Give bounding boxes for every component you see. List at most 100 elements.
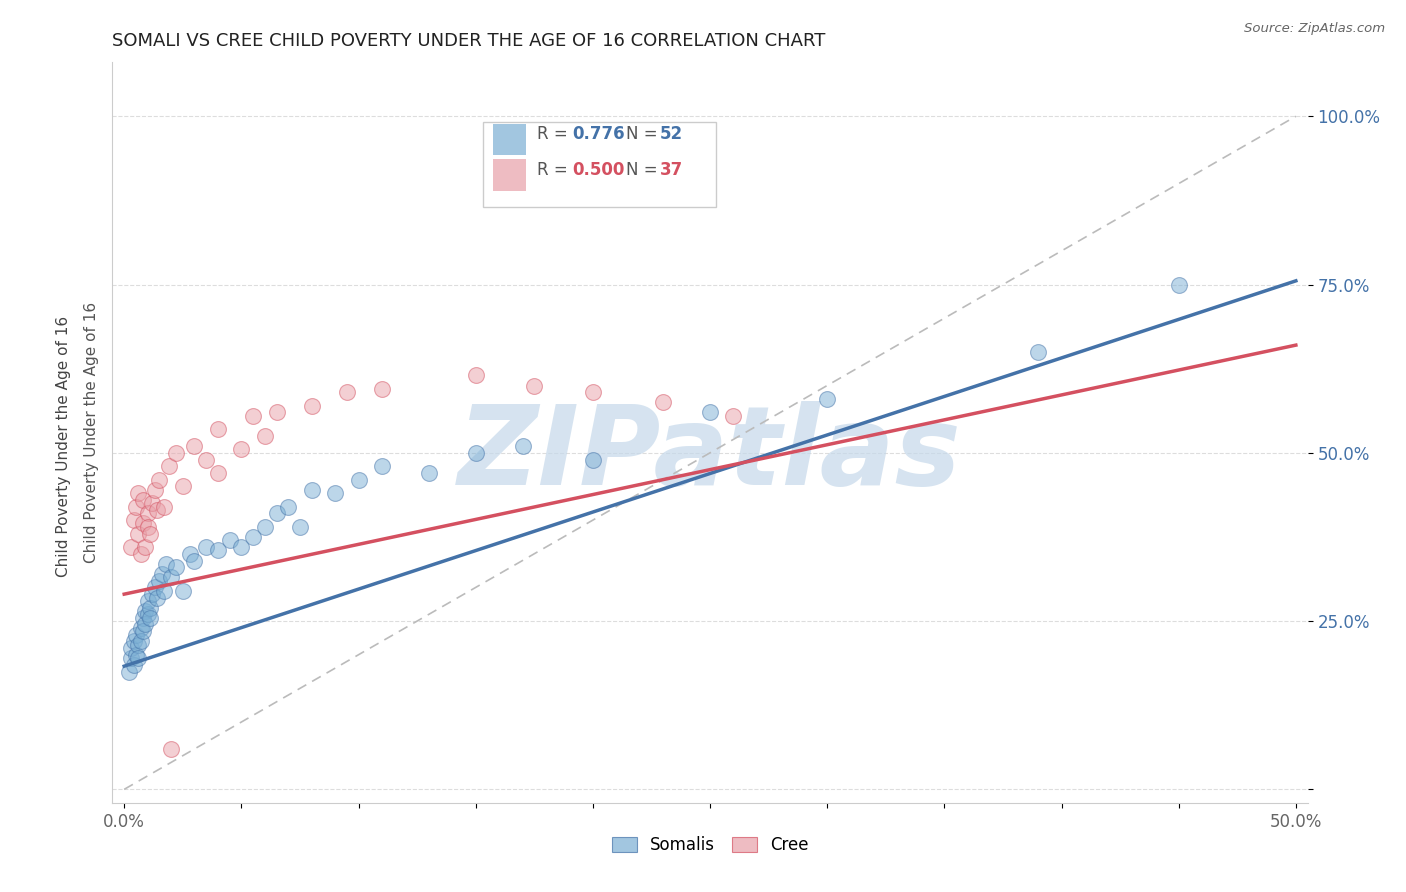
Point — [582, 385, 605, 400]
Point — [165, 560, 187, 574]
Point — [148, 473, 170, 487]
Point — [134, 540, 156, 554]
Point — [418, 466, 440, 480]
Point — [277, 500, 299, 514]
Point — [143, 581, 166, 595]
Point — [266, 507, 288, 521]
Point — [136, 607, 159, 622]
Point — [141, 587, 163, 601]
Point — [371, 459, 394, 474]
FancyBboxPatch shape — [492, 160, 526, 191]
Point — [371, 382, 394, 396]
FancyBboxPatch shape — [492, 124, 526, 155]
Point — [127, 638, 149, 652]
Point — [136, 594, 159, 608]
Point — [183, 553, 205, 567]
Point — [134, 617, 156, 632]
Text: N =: N = — [627, 161, 664, 178]
Point — [155, 557, 177, 571]
Point — [127, 486, 149, 500]
Point — [118, 665, 141, 679]
Point — [160, 570, 183, 584]
Point — [195, 540, 218, 554]
Text: Source: ZipAtlas.com: Source: ZipAtlas.com — [1244, 22, 1385, 36]
Point — [253, 520, 276, 534]
Point — [464, 446, 486, 460]
Point — [347, 473, 370, 487]
Point — [195, 452, 218, 467]
Text: 37: 37 — [659, 161, 683, 178]
Point — [179, 547, 201, 561]
Point — [207, 466, 229, 480]
Point — [136, 520, 159, 534]
Text: 52: 52 — [659, 125, 683, 144]
Point — [699, 405, 721, 419]
Text: 0.776: 0.776 — [572, 125, 626, 144]
Point — [336, 385, 359, 400]
Point — [125, 500, 148, 514]
Point — [139, 600, 162, 615]
Point — [1026, 344, 1049, 359]
Point — [129, 547, 152, 561]
Point — [122, 634, 145, 648]
Point — [132, 516, 155, 531]
Point — [141, 496, 163, 510]
Point — [172, 583, 194, 598]
Point — [136, 507, 159, 521]
Point — [153, 500, 176, 514]
Point — [157, 459, 180, 474]
Point — [132, 611, 155, 625]
Text: R =: R = — [537, 125, 578, 144]
Point — [146, 591, 169, 605]
Point — [127, 526, 149, 541]
Point — [207, 543, 229, 558]
Point — [231, 442, 253, 457]
Point — [150, 566, 173, 581]
Point — [122, 513, 145, 527]
Point — [132, 492, 155, 507]
Point — [242, 409, 264, 423]
Point — [120, 540, 142, 554]
Point — [132, 624, 155, 639]
FancyBboxPatch shape — [484, 121, 716, 207]
Point — [139, 611, 162, 625]
Point — [1167, 277, 1189, 292]
Point — [172, 479, 194, 493]
Point — [231, 540, 253, 554]
Text: SOMALI VS CREE CHILD POVERTY UNDER THE AGE OF 16 CORRELATION CHART: SOMALI VS CREE CHILD POVERTY UNDER THE A… — [112, 32, 825, 50]
Point — [129, 621, 152, 635]
Point — [218, 533, 240, 548]
Point — [160, 742, 183, 756]
Point — [134, 604, 156, 618]
Text: ZIPatlas: ZIPatlas — [458, 401, 962, 508]
Point — [125, 627, 148, 641]
Text: 0.500: 0.500 — [572, 161, 626, 178]
Point — [652, 395, 675, 409]
Point — [512, 439, 534, 453]
Point — [207, 422, 229, 436]
Point — [146, 503, 169, 517]
Text: Child Poverty Under the Age of 16: Child Poverty Under the Age of 16 — [56, 316, 70, 576]
Point — [143, 483, 166, 497]
Point — [122, 657, 145, 672]
Point — [253, 429, 276, 443]
Point — [815, 392, 838, 406]
Legend: Somalis, Cree: Somalis, Cree — [605, 830, 815, 861]
Point — [723, 409, 745, 423]
Text: R =: R = — [537, 161, 578, 178]
Point — [139, 526, 162, 541]
Y-axis label: Child Poverty Under the Age of 16: Child Poverty Under the Age of 16 — [83, 302, 98, 563]
Point — [464, 368, 486, 383]
Point — [323, 486, 346, 500]
Point — [582, 452, 605, 467]
Point — [165, 446, 187, 460]
Point — [301, 483, 323, 497]
Point — [242, 530, 264, 544]
Point — [120, 651, 142, 665]
Point — [266, 405, 288, 419]
Point — [125, 648, 148, 662]
Point — [523, 378, 546, 392]
Point — [301, 399, 323, 413]
Point — [288, 520, 311, 534]
Point — [153, 583, 176, 598]
